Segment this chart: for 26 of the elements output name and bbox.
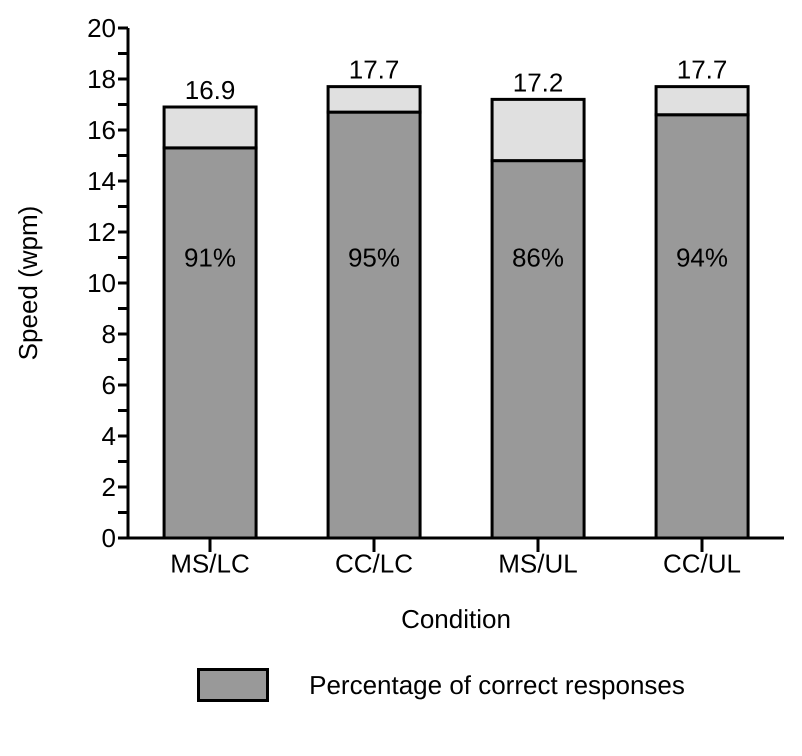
total-label: 17.2	[512, 67, 564, 98]
y-tick-label: 14	[87, 166, 116, 196]
annotation: 94%	[676, 242, 728, 273]
y-tick-label: 16	[87, 115, 116, 146]
legend-label: Percentage of correct responses	[309, 670, 685, 700]
annotation: 86%	[512, 242, 564, 273]
x-tick-label: MS/UL	[498, 548, 578, 578]
y-tick-label: 8	[102, 319, 116, 350]
y-tick-label: 12	[87, 217, 116, 248]
x-tick-label: CC/UL	[662, 548, 742, 578]
y-tick-label: 0	[102, 523, 116, 554]
x-tick-label: CC/LC	[334, 548, 414, 578]
annotation: 91%	[184, 242, 236, 273]
y-tick-label: 2	[102, 472, 116, 502]
x-axis-title: Condition	[401, 604, 511, 634]
y-tick-label: 20	[87, 13, 116, 44]
y-tick-label: 10	[87, 268, 116, 298]
x-tick-label: MS/LC	[170, 548, 250, 578]
annotation: 95%	[348, 242, 400, 273]
y-tick-label: 6	[102, 370, 116, 400]
total-label: 17.7	[676, 54, 728, 85]
y-tick-label: 18	[87, 64, 116, 94]
total-label: 17.7	[348, 54, 400, 85]
total-label: 16.9	[184, 75, 236, 106]
y-axis-title: Speed (wpm)	[13, 206, 44, 360]
y-tick-label: 4	[102, 421, 116, 452]
